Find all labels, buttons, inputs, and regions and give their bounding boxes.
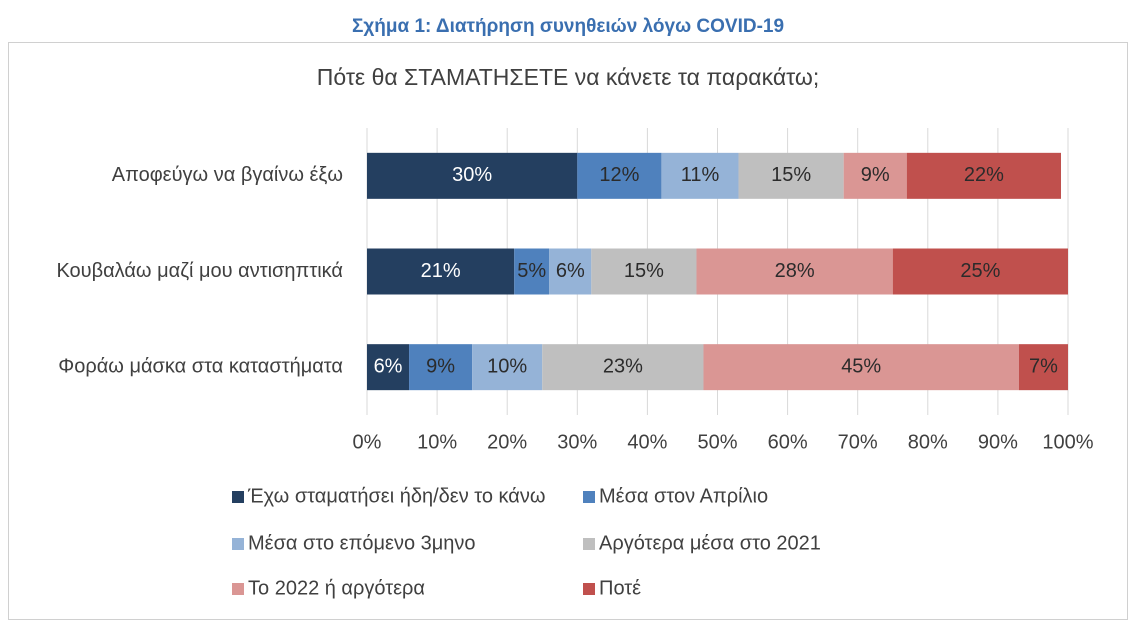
legend-swatch (232, 491, 244, 503)
x-tick-label: 70% (838, 431, 878, 453)
bar-segment (542, 344, 704, 391)
bar-segment (367, 344, 410, 391)
data-label: 5% (517, 260, 546, 282)
bar-segment (514, 248, 550, 295)
data-label: 7% (1029, 355, 1058, 377)
x-tick-label: 50% (697, 431, 737, 453)
x-tick-label: 40% (627, 431, 667, 453)
bar-segment (549, 248, 592, 295)
data-label: 12% (599, 164, 639, 186)
data-label: 23% (603, 355, 643, 377)
bar-segment (472, 344, 543, 391)
data-label: 6% (374, 355, 403, 377)
y-tick-label: Κουβαλάω μαζί μου αντισηπτικά (56, 260, 343, 282)
bar-segment (892, 248, 1068, 295)
data-label: 28% (775, 260, 815, 282)
y-tick-label: Αποφεύγω να βγαίνω έξω (112, 164, 343, 186)
bar-segment (843, 152, 907, 199)
x-tick-label: 80% (908, 431, 948, 453)
bar-segment (367, 152, 578, 199)
legend-label: Μέσα στον Απρίλιο (599, 485, 768, 507)
data-label: 45% (841, 355, 881, 377)
data-label: 9% (426, 355, 455, 377)
chart-frame (8, 42, 1128, 620)
bar-segment (696, 248, 893, 295)
data-label: 10% (487, 355, 527, 377)
bar-segment (591, 248, 697, 295)
x-tick-label: 0% (353, 431, 382, 453)
figure-title: Σχήμα 1: Διατήρηση συνηθειών λόγω COVID-… (352, 16, 784, 37)
legend-swatch (583, 538, 595, 550)
x-tick-label: 20% (487, 431, 527, 453)
data-label: 9% (861, 164, 890, 186)
legend-swatch (232, 538, 244, 550)
legend-swatch (583, 491, 595, 503)
x-tick-label: 100% (1042, 431, 1093, 453)
data-label: 25% (960, 260, 1000, 282)
legend-label: Αργότερα μέσα στο 2021 (599, 532, 821, 554)
data-label: 11% (681, 164, 720, 186)
chart-title: Πότε θα ΣΤΑΜΑΤΗΣΕΤΕ να κάνετε τα παρακάτ… (317, 64, 819, 90)
x-tick-label: 60% (768, 431, 808, 453)
x-tick-label: 90% (978, 431, 1018, 453)
legend-label: Έχω σταματήσει ήδη/δεν το κάνω (247, 485, 545, 507)
legend-label: Το 2022 ή αργότερα (248, 577, 425, 599)
x-tick-label: 30% (557, 431, 597, 453)
bar-segment (703, 344, 1019, 391)
legend-label: Ποτέ (599, 577, 641, 599)
data-label: 15% (624, 260, 664, 282)
legend-label: Μέσα στο επόμενο 3μηνο (248, 532, 476, 554)
x-tick-label: 10% (417, 431, 457, 453)
bar-segment (661, 152, 739, 199)
bar-segment (577, 152, 662, 199)
data-label: 22% (964, 164, 1004, 186)
data-label: 6% (556, 260, 585, 282)
bar-segment (738, 152, 844, 199)
data-label: 21% (421, 260, 461, 282)
data-label: 30% (452, 164, 492, 186)
legend-swatch (232, 583, 244, 595)
bar-segment (906, 152, 1061, 199)
bar-segment (1018, 344, 1068, 391)
bar-segment (367, 248, 515, 295)
bar-segment (409, 344, 473, 391)
legend-swatch (583, 583, 595, 595)
y-tick-label: Φοράω μάσκα στα καταστήματα (58, 355, 343, 377)
data-label: 15% (771, 164, 811, 186)
